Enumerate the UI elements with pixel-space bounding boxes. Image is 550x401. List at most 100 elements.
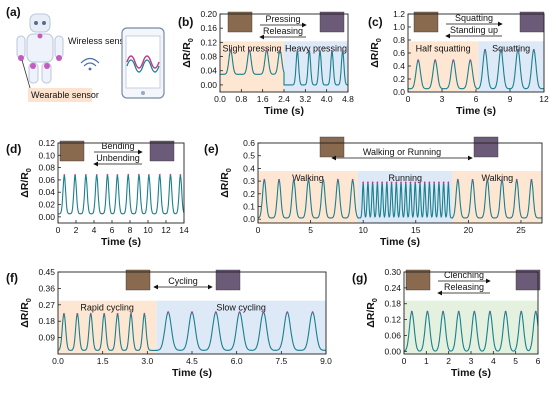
x-tick-label-b-6: 4.8 — [342, 94, 354, 104]
peak-point-g-0-4 — [473, 310, 476, 313]
x-tick-label-f-4: 6.0 — [231, 356, 243, 366]
y-tick-label-c-5: 1.0 — [393, 22, 405, 32]
x-tick-label-f-1: 1.5 — [97, 356, 109, 366]
peak-point-b-1-3 — [331, 50, 333, 53]
peak-point-f-1-3 — [238, 311, 241, 313]
humanoid-robot-icon — [16, 13, 64, 84]
x-tick-label-e-4: 20 — [464, 225, 474, 235]
y-tick-label-e-1: 0.1 — [243, 201, 255, 211]
peak-point-d-0-9 — [158, 174, 161, 176]
peak-point-e-1-7 — [395, 181, 398, 184]
peak-point-f-0-3 — [103, 313, 106, 315]
x-tick-label-b-5: 4.0 — [321, 94, 333, 104]
y-tick-label-b-2: 0.08 — [200, 52, 217, 62]
x-axis-title-f: Time (s) — [172, 367, 212, 379]
peak-point-e-0-2 — [292, 178, 295, 181]
x-tick-label-e-0: 0 — [256, 225, 261, 235]
x-tick-label-d-6: 12 — [161, 225, 171, 235]
x-tick-label-f-6: 9.0 — [320, 356, 332, 366]
y-tick-label-g-0: 0.00 — [384, 346, 401, 356]
peak-point-d-0-3 — [95, 174, 98, 176]
peak-point-c-0-1 — [434, 59, 437, 62]
peak-point-f-1-1 — [191, 311, 193, 313]
peak-point-e-1-0 — [362, 181, 365, 184]
y-tick-label-e-4: 0.4 — [243, 163, 255, 173]
panel-label-b: (b) — [178, 15, 193, 29]
charts-layer: (b) Slight pressing Heavy pressing Pressing… — [6, 9, 549, 379]
peak-point-d-0-6 — [127, 174, 130, 176]
smartphone-icon — [121, 27, 165, 99]
y-tick-label-f-0: 0.09 — [38, 333, 55, 343]
peak-point-b-0-2 — [265, 49, 268, 52]
peak-point-e-2-0 — [456, 178, 459, 181]
peak-point-d-0-8 — [148, 174, 150, 176]
y-tick-label-d-6: 0.12 — [38, 138, 55, 148]
x-tick-label-b-1: 0.8 — [235, 94, 247, 104]
peak-point-e-2-2 — [486, 178, 489, 181]
y-tick-label-g-1: 0.06 — [384, 330, 401, 340]
chart-b: (b) Slight pressing Heavy pressing Pressing… — [178, 9, 354, 117]
annotation-c-0: Squatting — [455, 13, 493, 23]
peak-point-c-1-0 — [484, 48, 486, 51]
series-line-b — [220, 49, 348, 86]
x-tick-label-c-2: 6 — [474, 94, 479, 104]
x-axis-title-e: Time (s) — [380, 236, 420, 248]
peak-point-f-0-6 — [143, 313, 146, 315]
peak-point-f-1-6 — [311, 311, 314, 313]
peak-point-e-0-4 — [322, 178, 325, 181]
y-axis-title-e: ΔR/R0 — [219, 168, 233, 198]
x-tick-label-b-0: 0.0 — [214, 94, 226, 104]
x-tick-label-f-2: 3.0 — [141, 356, 153, 366]
x-tick-label-d-4: 8 — [128, 225, 133, 235]
photo-b-1 — [319, 11, 345, 33]
series-line-d — [58, 173, 185, 215]
peak-point-c-0-2 — [452, 59, 455, 62]
peak-point-g-0-8 — [534, 310, 537, 313]
x-tick-label-g-0: 0 — [402, 356, 407, 366]
panel-label-g: (g) — [352, 271, 367, 285]
x-tick-label-b-2: 1.6 — [257, 94, 269, 104]
peak-point-b-0-0 — [229, 49, 232, 52]
y-tick-label-g-3: 0.18 — [384, 299, 401, 309]
peak-point-f-0-4 — [116, 313, 119, 315]
y-axis-title-g: ΔR/R0 — [365, 298, 379, 328]
chart-e: (e) Walking Running Walking Walking or Runni… — [204, 136, 543, 248]
x-tick-label-g-6: 6 — [536, 356, 541, 366]
x-tick-label-e-1: 5 — [308, 225, 313, 235]
peak-point-g-0-7 — [520, 310, 523, 313]
annotation-e-0: Walking or Running — [363, 147, 441, 157]
annotation-d-1: Unbending — [96, 153, 140, 163]
peak-point-c-1-2 — [517, 48, 519, 51]
peak-point-e-0-1 — [278, 178, 280, 181]
peak-point-e-0-0 — [263, 178, 266, 181]
annotation-f-0: Cycling — [168, 276, 198, 286]
peak-point-e-2-4 — [515, 178, 518, 181]
panel-label-e: (e) — [204, 142, 219, 156]
x-tick-label-b-3: 2.4 — [278, 94, 290, 104]
peak-point-d-0-11 — [179, 174, 182, 176]
region-label-f-1: Slow cycling — [216, 303, 266, 313]
annotation-c-1: Standing up — [450, 25, 498, 35]
peak-point-e-1-2 — [371, 181, 374, 184]
y-tick-label-d-1: 0.02 — [38, 200, 55, 210]
peak-point-e-1-6 — [390, 181, 393, 184]
x-tick-label-d-2: 4 — [92, 225, 97, 235]
photo-g-1 — [515, 269, 541, 291]
region-b-1 — [284, 41, 348, 92]
annotation-b-0: Pressing — [265, 14, 300, 24]
peak-point-f-0-5 — [130, 313, 132, 315]
x-tick-label-g-1: 1 — [424, 356, 429, 366]
photo-f-1 — [215, 269, 241, 291]
x-tick-label-d-5: 10 — [143, 225, 153, 235]
region-label-b-1: Heavy pressing — [285, 43, 347, 53]
photo-g-0 — [405, 269, 431, 291]
panel-label-f: (f) — [6, 271, 18, 285]
y-tick-label-d-5: 0.10 — [38, 150, 55, 160]
x-tick-label-d-1: 2 — [74, 225, 79, 235]
y-tick-label-c-1: 0.2 — [393, 74, 405, 84]
wearable-sensor-label: Wearable sensor — [31, 90, 99, 100]
x-tick-label-c-1: 3 — [440, 94, 445, 104]
y-tick-label-d-2: 0.04 — [38, 187, 55, 197]
peak-point-e-1-12 — [419, 181, 421, 184]
y-tick-label-b-5: 0.20 — [200, 9, 217, 19]
